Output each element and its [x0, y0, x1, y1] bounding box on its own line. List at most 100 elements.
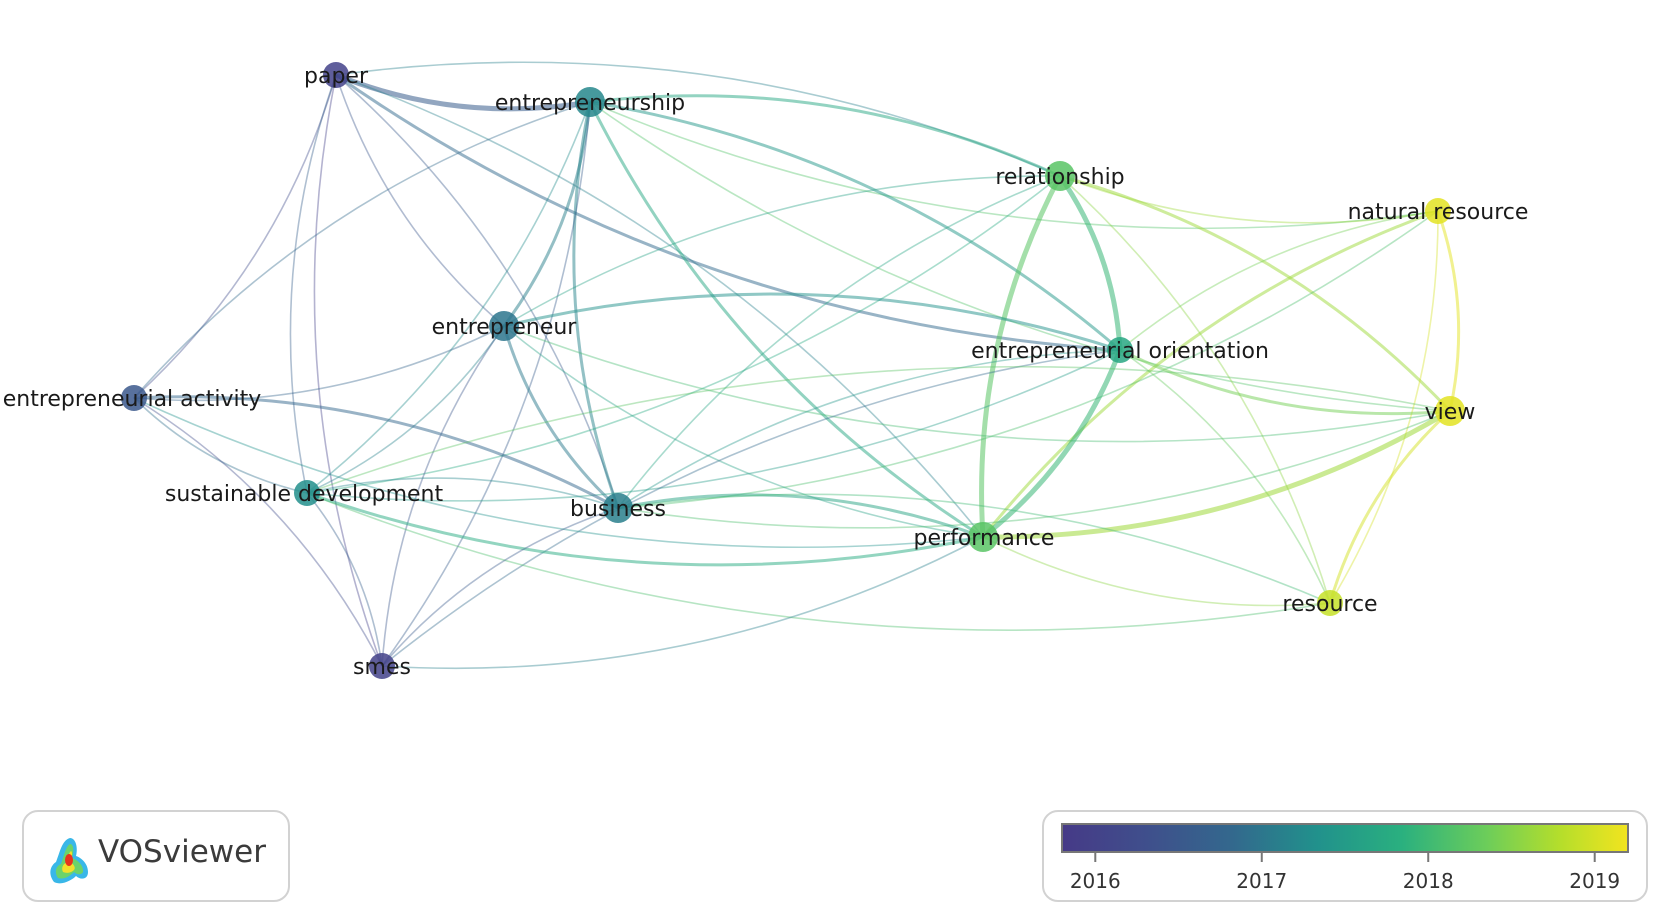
link-natural-resource-resource	[1329, 210, 1439, 604]
node-sustainable-development[interactable]: sustainable development	[165, 480, 444, 507]
year-color-legend: 2016 2017 2018 2019	[1042, 810, 1648, 902]
link-relationship-entrepreneurial-orientation	[1057, 174, 1123, 351]
link-sustainable-development-smes	[306, 492, 383, 667]
legend-tick-label-2017: 2017	[1236, 869, 1287, 893]
node-circle-relationship[interactable]	[1045, 161, 1075, 191]
legend-tick-label-2019: 2019	[1569, 869, 1620, 893]
node-circle-view[interactable]	[1435, 396, 1465, 426]
node-label-relationship[interactable]: relationship	[995, 165, 1124, 190]
node-label-entrepreneur[interactable]: entrepreneur	[432, 315, 578, 340]
link-paper-entrepreneurship	[335, 72, 591, 112]
link-relationship-business	[617, 175, 1061, 509]
node-label-entrepreneurial-orientation[interactable]: entrepreneurial orientation	[971, 339, 1269, 364]
node-circle-entrepreneurship[interactable]	[575, 87, 605, 117]
node-business[interactable]: business	[570, 493, 666, 523]
node-circle-paper[interactable]	[323, 62, 349, 88]
link-entrepreneurial-orientation-resource	[1119, 349, 1331, 604]
link-entrepreneur-entrepreneurial-orientation	[503, 292, 1121, 352]
link-paper-entrepreneurial-activity	[133, 74, 337, 399]
link-entrepreneurial-activity-smes	[133, 397, 383, 667]
link-performance-resource	[982, 536, 1331, 607]
link-relationship-natural-resource	[1059, 175, 1439, 224]
network-map[interactable]: paper entrepreneurship relationship natural…	[0, 0, 1654, 780]
link-natural-resource-performance	[981, 209, 1439, 538]
legend-tick-label-2018: 2018	[1403, 869, 1454, 893]
node-label-sustainable-development[interactable]: sustainable development	[165, 482, 444, 507]
node-smes[interactable]: smes	[353, 653, 411, 680]
link-business-smes	[381, 507, 619, 667]
link-sustainable-development-performance	[306, 491, 984, 567]
node-entrepreneurship[interactable]: entrepreneurship	[495, 87, 685, 117]
node-resource[interactable]: resource	[1282, 590, 1378, 617]
link-paper-entrepreneurial-orientation	[335, 73, 1121, 352]
legend-ticks: 2016 2017 2018 2019	[1070, 852, 1620, 893]
node-label-smes[interactable]: smes	[353, 655, 411, 680]
link-entrepreneurship-smes	[381, 101, 591, 667]
link-business-resource	[617, 493, 1331, 604]
node-label-natural-resource[interactable]: natural resource	[1348, 200, 1529, 225]
link-natural-resource-view	[1436, 210, 1461, 412]
link-entrepreneurship-performance	[588, 101, 984, 539]
node-paper[interactable]: paper	[304, 62, 369, 89]
link-entrepreneur-performance	[503, 325, 984, 538]
link-entrepreneur-business	[502, 325, 620, 510]
node-label-entrepreneurship[interactable]: entrepreneurship	[495, 91, 685, 116]
link-entrepreneurship-business	[572, 101, 620, 509]
node-circle-resource[interactable]	[1317, 590, 1343, 616]
legend-tick-label-2016: 2016	[1070, 869, 1121, 893]
node-circle-entrepreneurial-orientation[interactable]	[1107, 337, 1133, 363]
node-circle-natural-resource[interactable]	[1425, 198, 1451, 224]
link-performance-smes	[381, 536, 984, 670]
node-performance[interactable]: performance	[914, 522, 1055, 552]
link-entrepreneurship-natural-resource	[589, 101, 1439, 230]
link-paper-smes	[313, 74, 383, 667]
link-view-business	[617, 410, 1451, 529]
link-relationship-sustainable-development	[306, 175, 1061, 494]
node-label-entrepreneurial-activity[interactable]: entrepreneurial activity	[3, 387, 262, 412]
node-circle-business[interactable]	[603, 493, 633, 523]
link-paper-sustainable-development	[289, 74, 337, 494]
link-relationship-resource	[1059, 175, 1331, 604]
link-entrepreneurial-orientation-smes	[381, 349, 1121, 667]
link-entrepreneurship-entrepreneur	[502, 101, 592, 327]
node-label-paper[interactable]: paper	[304, 64, 369, 89]
link-sustainable-development-resource	[306, 492, 1331, 631]
node-circle-smes[interactable]	[369, 653, 395, 679]
node-label-view[interactable]: view	[1425, 400, 1476, 425]
link-entrepreneurship-entrepreneurial-orientation	[589, 100, 1121, 352]
node-entrepreneur[interactable]: entrepreneur	[432, 311, 578, 341]
links-layer	[133, 61, 1461, 670]
app-name: VOSviewer	[98, 834, 266, 870]
node-natural-resource[interactable]: natural resource	[1348, 198, 1529, 225]
link-entrepreneurial-activity-performance	[133, 397, 984, 549]
link-entrepreneurship-view	[589, 101, 1451, 412]
node-label-business[interactable]: business	[570, 497, 666, 522]
nodes-layer: paper entrepreneurship relationship natural…	[3, 62, 1529, 680]
vosviewer-logo-icon	[50, 838, 88, 884]
node-label-resource[interactable]: resource	[1282, 592, 1377, 617]
link-sustainable-development-business	[306, 477, 619, 509]
link-entrepreneurship-sustainable-development	[306, 101, 591, 494]
link-entrepreneurship-entrepreneurial-activity	[133, 101, 591, 399]
link-entrepreneurial-activity-sustainable-development	[133, 397, 308, 494]
node-label-performance[interactable]: performance	[914, 526, 1055, 551]
vosviewer-logo: VOSviewer	[22, 810, 290, 902]
link-view-sustainable-development	[306, 365, 1451, 494]
node-view[interactable]: view	[1425, 396, 1476, 426]
link-natural-resource-entrepreneurial-orientation	[1119, 210, 1439, 351]
node-relationship[interactable]: relationship	[995, 161, 1125, 191]
node-circle-sustainable-development[interactable]	[294, 480, 320, 506]
node-circle-entrepreneurial-activity[interactable]	[121, 385, 147, 411]
link-entrepreneurial-activity-business	[133, 395, 619, 510]
link-paper-entrepreneur	[335, 74, 505, 327]
link-entrepreneur-smes	[381, 325, 505, 667]
link-paper-business	[335, 74, 619, 509]
link-entrepreneurship-relationship	[589, 94, 1061, 178]
node-circle-performance[interactable]	[968, 522, 998, 552]
node-circle-entrepreneur[interactable]	[489, 311, 519, 341]
link-entrepreneur-entrepreneurial-activity	[133, 325, 505, 402]
link-relationship-view	[1059, 174, 1452, 413]
node-entrepreneurial-orientation[interactable]: entrepreneurial orientation	[971, 337, 1269, 364]
node-entrepreneurial-activity[interactable]: entrepreneurial activity	[3, 385, 262, 412]
link-entrepreneurial-orientation-business	[617, 349, 1121, 509]
